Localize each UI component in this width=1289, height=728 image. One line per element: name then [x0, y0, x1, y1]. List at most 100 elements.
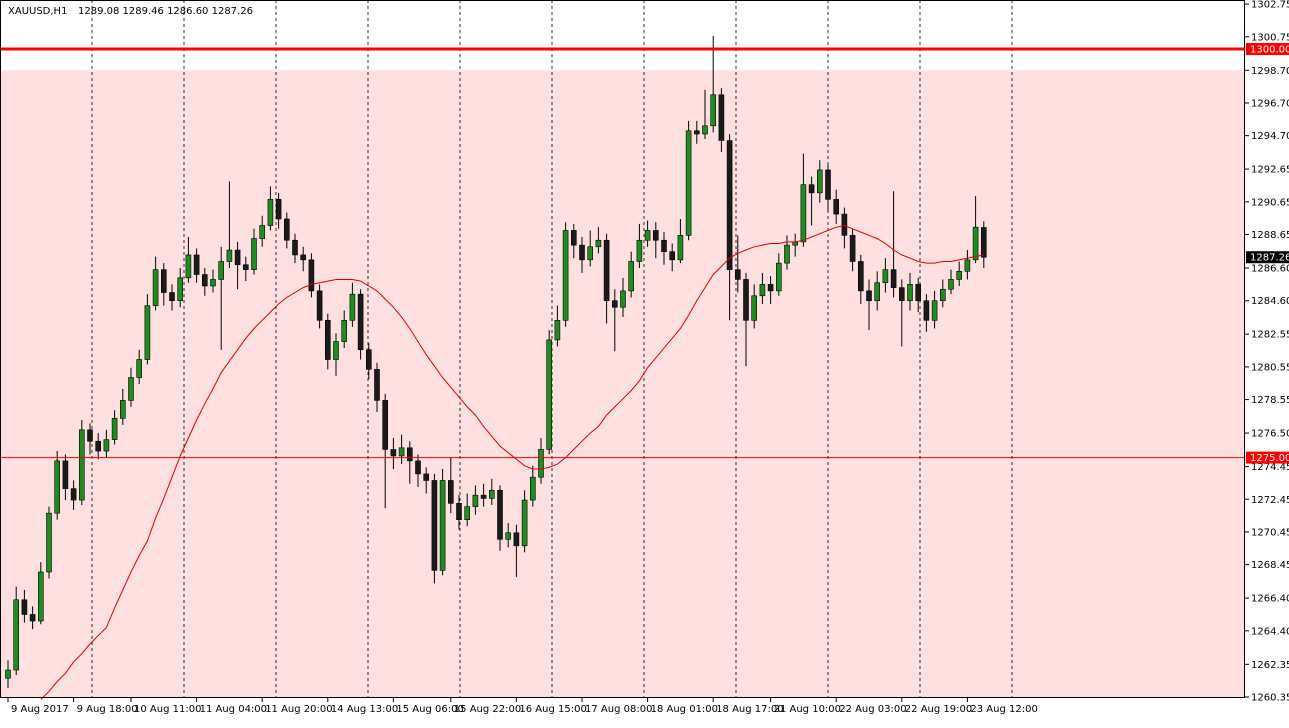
- candle-body: [587, 246, 594, 261]
- candle-body: [980, 227, 987, 258]
- candle-body: [37, 571, 44, 622]
- last-price-bg: [1246, 251, 1289, 264]
- y-tick-label: 1300.75: [1251, 32, 1289, 43]
- candle-body: [734, 269, 741, 280]
- x-tick-label: 22 Aug 19:00: [905, 704, 972, 715]
- plot-area: [1, 0, 1245, 700]
- candle-body: [218, 261, 224, 280]
- x-tick-label: 16 Aug 15:00: [519, 704, 586, 715]
- candle-body: [579, 244, 585, 261]
- y-tick-label: 1260.35: [1251, 693, 1289, 704]
- candle-body: [652, 230, 659, 241]
- y-tick-label: 1298.70: [1251, 66, 1289, 77]
- candle-body: [357, 293, 364, 351]
- candle-body: [521, 499, 528, 547]
- candle-body: [505, 532, 512, 540]
- ohlc-readout: 1289.08 1289.46 1286.60 1287.26: [78, 6, 253, 17]
- candle-body: [620, 290, 626, 308]
- level-label-bg: [1246, 451, 1289, 464]
- candle-body: [464, 506, 471, 520]
- candle-body: [13, 599, 19, 671]
- y-tick-label: 1268.45: [1251, 560, 1289, 571]
- candle-body: [259, 225, 266, 239]
- y-tick-label: 1286.60: [1251, 264, 1289, 275]
- candle-body: [931, 300, 938, 321]
- candle-body: [808, 184, 815, 194]
- x-tick-label: 14 Aug 13:00: [331, 704, 398, 715]
- x-tick-label: 22 Aug 03:00: [839, 704, 906, 715]
- candle-body: [857, 261, 864, 292]
- candle-body: [538, 449, 544, 478]
- level-label-bg: [1246, 43, 1289, 56]
- y-tick-label: 1288.65: [1251, 230, 1289, 241]
- candle-body: [972, 226, 979, 261]
- candle-body: [956, 270, 963, 280]
- candle-body: [669, 251, 676, 261]
- level-label: 1300.00: [1250, 45, 1289, 56]
- candle-body: [333, 341, 339, 360]
- candle-body: [447, 480, 454, 504]
- y-tick-label: 1262.35: [1251, 660, 1289, 671]
- candle-body: [275, 199, 282, 220]
- candle-body: [70, 488, 77, 501]
- y-tick-label: 1294.70: [1251, 131, 1289, 142]
- candle-body: [210, 279, 216, 287]
- candle-body: [456, 503, 462, 520]
- candle-body: [611, 300, 618, 308]
- candle-body: [825, 169, 831, 200]
- candle-body: [177, 277, 183, 301]
- candle-body: [759, 284, 766, 297]
- candle-body: [833, 199, 840, 215]
- plot-border: [0, 0, 1245, 698]
- candle-body: [915, 284, 922, 301]
- candle-body: [472, 494, 479, 507]
- candle-body: [439, 480, 446, 571]
- candle-body: [234, 249, 241, 266]
- candle-body: [964, 259, 971, 272]
- y-tick-label: 1266.40: [1251, 594, 1289, 605]
- y-tick-label: 1296.70: [1251, 98, 1289, 109]
- candle-body: [202, 274, 208, 287]
- shaded-zone: [1, 70, 1245, 698]
- candle-body: [898, 287, 905, 301]
- candle-body: [193, 254, 200, 275]
- candle-body: [923, 300, 930, 321]
- candle-body: [390, 449, 397, 457]
- y-tick-label: 1264.40: [1251, 626, 1289, 637]
- candle-body: [685, 130, 692, 236]
- x-tick-label: 15 Aug 22:00: [454, 704, 521, 715]
- candle-body: [161, 269, 167, 293]
- candle-body: [907, 284, 913, 301]
- candle-body: [415, 460, 421, 475]
- candle-body: [661, 239, 667, 252]
- candle-body: [128, 377, 134, 401]
- candle-body: [423, 473, 430, 481]
- candle-body: [570, 230, 577, 246]
- candle-body: [841, 213, 848, 236]
- candle-body: [800, 184, 807, 243]
- candle-body: [816, 169, 823, 194]
- candle-body: [283, 218, 290, 241]
- x-tick-label: 9 Aug 18:00: [77, 704, 138, 715]
- candle-body: [767, 284, 774, 292]
- candle-body: [103, 439, 110, 452]
- candle-body: [693, 130, 700, 135]
- candle-body: [292, 239, 298, 256]
- candle-body: [939, 288, 946, 301]
- candle-body: [382, 400, 389, 450]
- x-tick-label: 10 Aug 11:00: [134, 704, 201, 715]
- candle-body: [882, 269, 889, 284]
- candle-body: [743, 279, 749, 321]
- candle-body: [751, 295, 758, 321]
- candle-body: [136, 359, 142, 378]
- candle-body: [308, 259, 315, 292]
- y-tick-label: 1274.45: [1251, 462, 1289, 473]
- candle-body: [546, 339, 553, 450]
- candle-body: [497, 489, 503, 540]
- candle-body: [300, 254, 307, 261]
- candle-body: [554, 320, 561, 341]
- candle-body: [316, 290, 323, 321]
- y-tick-label: 1276.50: [1251, 429, 1289, 440]
- candle-body: [341, 320, 348, 342]
